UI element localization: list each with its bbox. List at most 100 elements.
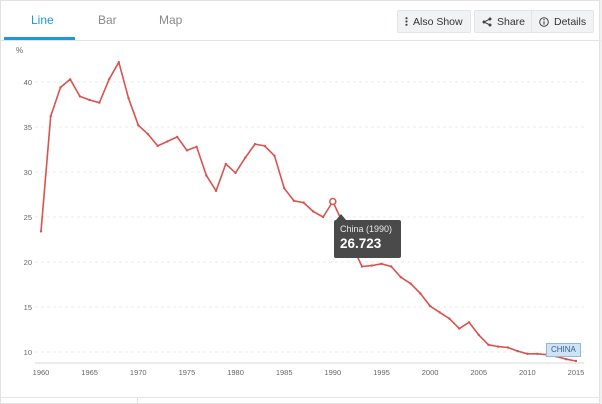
data-point-1985 <box>282 187 286 190</box>
data-point-1993 <box>360 265 364 268</box>
data-point-1994 <box>370 264 373 267</box>
data-point-2003 <box>458 327 461 330</box>
data-point-1970 <box>137 124 140 127</box>
series-line-china <box>40 61 577 362</box>
data-point-2014 <box>565 358 568 361</box>
data-point-1972 <box>156 144 159 148</box>
x-tick-label: 1990 <box>324 368 341 377</box>
data-point-1986 <box>292 199 296 202</box>
x-tick-label: 2015 <box>568 368 585 377</box>
data-point-1981 <box>244 156 247 159</box>
data-point-2010 <box>526 352 529 355</box>
y-axis-label: % <box>16 46 23 55</box>
data-point-1979 <box>224 162 228 166</box>
also-show-button[interactable]: Also Show <box>397 10 471 33</box>
x-tick-label: 1975 <box>179 368 196 377</box>
data-point-1984 <box>273 154 276 157</box>
data-point-1971 <box>146 133 150 136</box>
data-point-1973 <box>166 140 169 143</box>
share-icon <box>482 17 492 27</box>
data-point-2007 <box>496 345 500 348</box>
data-point-2005 <box>477 333 480 337</box>
y-tick-label: 15 <box>24 303 32 312</box>
x-tick-label: 2010 <box>519 368 536 377</box>
data-point-1997 <box>399 276 403 279</box>
data-point-1976 <box>195 145 198 148</box>
data-point-1969 <box>127 97 130 100</box>
data-point-1975 <box>185 149 189 152</box>
tooltip-value: 26.723 <box>340 236 382 251</box>
x-tick-label: 2000 <box>422 368 439 377</box>
data-point-2015 <box>574 359 578 363</box>
chart-type-tabs: Line Bar Map Also Show Share <box>1 1 601 41</box>
x-tick-label: 1965 <box>81 368 98 377</box>
data-point-1968 <box>117 61 121 64</box>
tab-map[interactable]: Map <box>159 13 183 27</box>
data-point-1995 <box>380 262 383 265</box>
series-end-label: CHINA <box>546 343 581 357</box>
y-tick-label: 10 <box>24 348 32 357</box>
share-button[interactable]: Share <box>474 10 534 33</box>
y-axis-ticks: 10 15 20 25 30 35 40 <box>24 78 32 357</box>
x-tick-label: 1980 <box>227 368 244 377</box>
data-point-1977 <box>205 174 208 177</box>
data-point-1996 <box>389 265 393 268</box>
data-point-2000 <box>428 304 432 308</box>
vertical-dots-icon <box>405 17 408 26</box>
tooltip-label: China (1990) <box>340 224 393 234</box>
data-point-1966 <box>98 101 101 104</box>
series-china[interactable] <box>40 61 577 362</box>
data-point-1961 <box>49 115 52 118</box>
x-tick-label: 1960 <box>33 368 50 377</box>
data-points <box>39 61 578 363</box>
data-point-1998 <box>409 282 412 285</box>
data-point-1987 <box>302 201 305 204</box>
details-label: Details <box>554 15 587 28</box>
footer-divider <box>1 397 601 398</box>
data-point-2006 <box>487 343 490 346</box>
data-point-2002 <box>448 317 451 320</box>
data-point-1962 <box>59 86 62 89</box>
data-point-1982 <box>253 142 257 146</box>
data-point-1999 <box>419 292 422 295</box>
share-label: Share <box>497 15 526 28</box>
x-axis-ticks: 1960 1965 1970 1975 1980 1985 1990 1995 2000 2005… <box>33 368 585 377</box>
data-point-2008 <box>506 346 510 349</box>
data-point-2001 <box>438 311 442 314</box>
data-point-1980 <box>234 171 237 175</box>
line-chart: % 10 15 20 25 30 35 40 1960 1965 1970 1975 1980 198… <box>16 46 585 377</box>
y-tick-label: 25 <box>24 213 32 222</box>
data-point-1989 <box>321 215 325 219</box>
data-point-1983 <box>263 144 266 148</box>
data-point-1967 <box>107 78 111 81</box>
active-tab-indicator <box>4 37 75 40</box>
y-tick-label: 30 <box>24 168 32 177</box>
x-tick-label: 1985 <box>276 368 293 377</box>
x-tick-label: 1970 <box>130 368 147 377</box>
details-button[interactable]: Details <box>531 10 595 33</box>
data-point-2011 <box>535 352 539 355</box>
data-point-2009 <box>516 349 519 353</box>
tab-bar[interactable]: Bar <box>98 13 117 27</box>
data-point-1963 <box>68 78 72 81</box>
gridlines <box>35 81 584 353</box>
data-point-1960 <box>39 230 43 233</box>
data-point-1978 <box>214 189 218 193</box>
info-icon <box>539 16 549 27</box>
highlighted-point <box>329 197 337 206</box>
tab-line[interactable]: Line <box>31 13 54 27</box>
data-point-1965 <box>88 98 91 102</box>
y-tick-label: 20 <box>24 258 32 267</box>
y-tick-label: 35 <box>24 123 32 132</box>
data-tooltip: China (1990) 26.723 <box>334 214 401 258</box>
data-point-2004 <box>467 321 471 324</box>
footer-divider-tick <box>137 397 138 404</box>
x-tick-label: 1995 <box>373 368 390 377</box>
x-tick-label: 2005 <box>470 368 487 377</box>
data-point-1988 <box>312 210 315 213</box>
y-tick-label: 40 <box>24 78 32 87</box>
data-point-1964 <box>78 95 82 98</box>
data-point-1974 <box>175 135 179 139</box>
also-show-label: Also Show <box>413 15 463 28</box>
